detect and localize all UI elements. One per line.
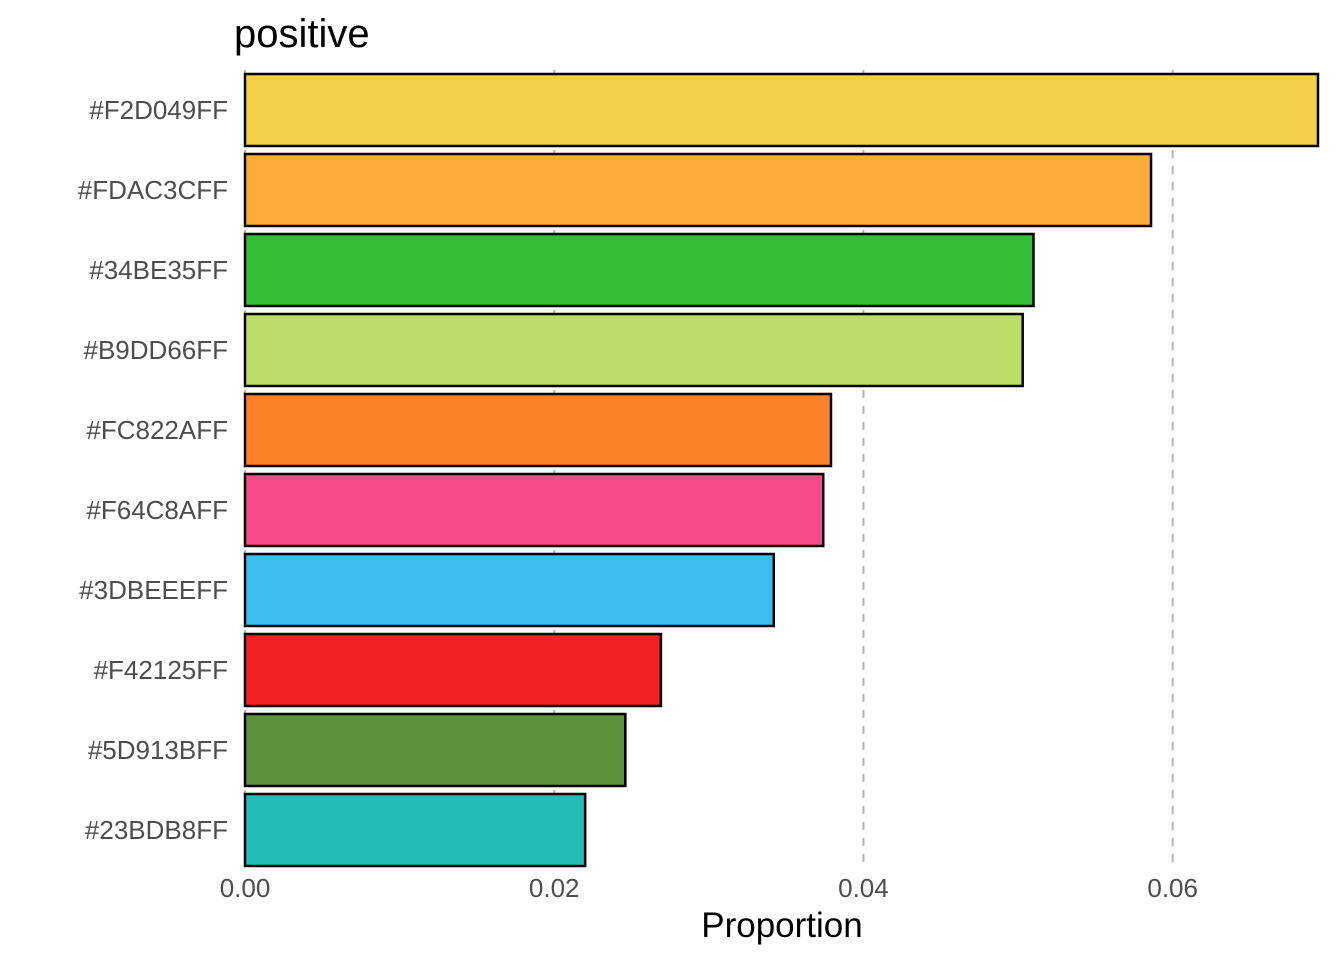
bar [243,152,1153,228]
x-tick-label: 0.04 [838,873,889,903]
category-label: #FDAC3CFF [78,175,228,205]
category-label: #3DBEEEFF [79,575,228,605]
category-labels: #F2D049FF #FDAC3CFF #34BE35FF #B9DD66FF #FC8… [78,95,228,845]
category-label: #F2D049FF [89,95,228,125]
bar [243,232,1035,308]
category-label: #FC822AFF [86,415,228,445]
bar [243,712,627,788]
bar [243,632,663,708]
category-label: #F64C8AFF [86,495,228,525]
x-axis-title: Proportion [701,906,862,945]
bar [243,792,587,868]
category-label: #23BDB8FF [85,815,228,845]
x-tick-label: 0.00 [220,873,271,903]
bar [243,392,833,468]
bar [243,72,1320,148]
x-tick-label: 0.02 [529,873,580,903]
category-label: #F42125FF [94,655,228,685]
bar [243,552,776,628]
bar [243,472,825,548]
chart-title: positive [234,12,370,56]
bars [243,72,1320,868]
x-tick-labels: 0.00 0.02 0.04 0.06 [220,873,1198,903]
category-label: #5D913BFF [88,735,228,765]
category-label: #B9DD66FF [84,335,229,365]
bar [243,312,1024,388]
x-tick-label: 0.06 [1147,873,1198,903]
category-label: #34BE35FF [89,255,228,285]
